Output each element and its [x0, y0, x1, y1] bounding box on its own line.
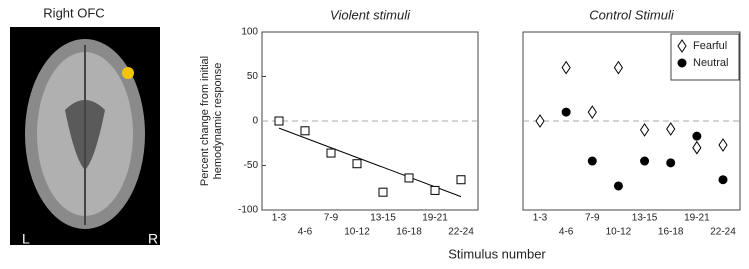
x-tick-label: 22-24 — [710, 227, 736, 238]
point — [457, 176, 465, 184]
point — [301, 127, 309, 135]
x-tick-label: 13-15 — [370, 213, 396, 224]
point — [379, 188, 387, 196]
point — [641, 157, 649, 165]
point — [614, 62, 622, 74]
x-tick-label: 16-18 — [396, 227, 422, 238]
point — [693, 132, 701, 140]
point — [588, 106, 596, 118]
panel-title: Right OFC — [43, 5, 104, 20]
x-tick-label: 7-9 — [585, 213, 600, 224]
y-tick-label: 100 — [241, 27, 258, 38]
activation-blob — [122, 67, 134, 79]
y-axis-label: Percent change from initial — [199, 56, 211, 186]
x-tick-label: 10-12 — [606, 227, 632, 238]
x-tick-label: 19-21 — [422, 213, 448, 224]
y-tick-label: -100 — [238, 205, 258, 216]
chart-title: Violent stimuli — [330, 7, 411, 22]
y-tick-label: 50 — [247, 71, 259, 82]
point — [614, 182, 622, 190]
legend-label: Fearful — [693, 40, 727, 52]
x-tick-label: 4-6 — [559, 227, 574, 238]
point — [562, 108, 570, 116]
y-tick-label: -50 — [244, 160, 259, 171]
point — [693, 142, 701, 154]
point — [588, 157, 596, 165]
left-label: L — [22, 231, 30, 247]
right-label: R — [148, 231, 158, 247]
point — [353, 160, 361, 168]
x-tick-label: 19-21 — [684, 213, 710, 224]
chart-title: Control Stimuli — [589, 7, 675, 22]
legend-label: Neutral — [693, 57, 728, 69]
point — [275, 117, 283, 125]
x-tick-label: 1-3 — [533, 213, 548, 224]
x-tick-label: 1-3 — [272, 213, 287, 224]
x-tick-label: 22-24 — [448, 227, 474, 238]
point — [327, 149, 335, 157]
point — [431, 186, 439, 194]
point — [562, 62, 570, 74]
x-tick-label: 10-12 — [344, 227, 370, 238]
x-tick-label: 16-18 — [658, 227, 684, 238]
legend-marker — [678, 59, 686, 67]
y-axis-label: hemodynamic response — [212, 63, 224, 180]
point — [536, 115, 544, 127]
point — [405, 174, 413, 182]
point — [719, 176, 727, 184]
x-tick-label: 4-6 — [298, 227, 313, 238]
x-tick-label: 13-15 — [632, 213, 658, 224]
point — [667, 123, 675, 135]
x-axis-label: Stimulus number — [448, 246, 546, 261]
figure: Right OFC L R Stimulus number Violent st… — [0, 0, 749, 264]
y-tick-label: 0 — [252, 116, 258, 127]
point — [641, 124, 649, 136]
x-tick-label: 7-9 — [324, 213, 339, 224]
point — [667, 159, 675, 167]
point — [719, 139, 727, 151]
